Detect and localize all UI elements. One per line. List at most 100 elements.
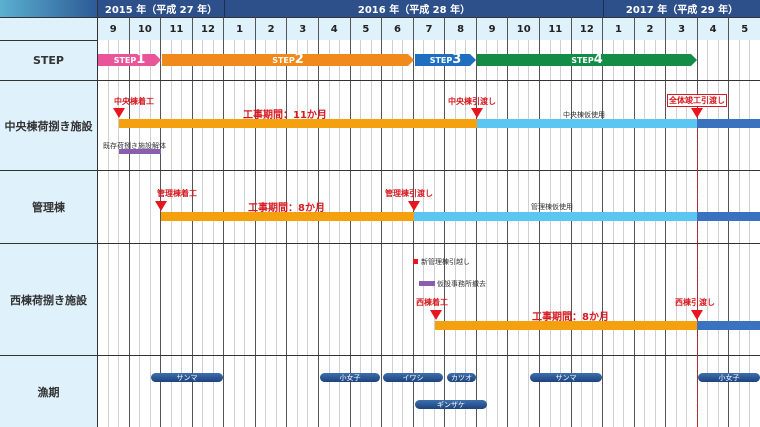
month-header: 4	[318, 17, 350, 40]
minor-gridline	[402, 40, 403, 427]
post-bar	[697, 212, 760, 221]
temp-use-bar	[414, 212, 697, 221]
minor-gridline	[171, 40, 172, 427]
period-label: 工事期間：8か月	[532, 312, 609, 323]
month-header: 11	[160, 17, 192, 40]
month-header: 12	[570, 17, 603, 40]
month-header: 5	[349, 17, 382, 40]
month-header: 6	[381, 17, 413, 40]
row-label-nishi: 西棟荷捌き施設	[0, 243, 97, 355]
minor-gridline	[707, 40, 708, 427]
milestone-triangle-icon	[430, 310, 442, 320]
minor-gridline	[686, 40, 687, 427]
milestone-triangle-icon	[691, 310, 703, 320]
milestone-label: 管理棟引渡し	[385, 189, 433, 198]
fish-season-bar: カツオ	[447, 373, 476, 382]
step1-bar: STEP 1	[98, 54, 161, 66]
row-label-gyoki: 漁期	[0, 355, 97, 427]
month-gridline	[444, 40, 445, 427]
demolish-bar	[119, 149, 161, 154]
step4-bar: STEP 4	[477, 54, 697, 66]
minor-gridline	[297, 40, 298, 427]
minor-gridline	[655, 40, 656, 427]
minor-gridline	[623, 40, 624, 427]
month-gridline	[223, 40, 224, 427]
minor-gridline	[181, 40, 182, 427]
month-gridline	[571, 40, 572, 427]
milestone-triangle-icon	[155, 201, 167, 211]
milestone-label: 中央棟着工	[114, 97, 154, 106]
month-gridline	[539, 40, 540, 427]
minor-gridline	[486, 40, 487, 427]
minor-gridline	[392, 40, 393, 427]
post-bar	[697, 321, 760, 330]
month-header: 7	[412, 17, 445, 40]
month-header: 3	[286, 17, 318, 40]
minor-gridline	[423, 40, 424, 427]
temp-use-label: 中央棟仮使用	[563, 111, 605, 119]
month-gridline	[350, 40, 351, 427]
minor-gridline	[371, 40, 372, 427]
minor-gridline	[455, 40, 456, 427]
row-divider	[97, 355, 760, 356]
month-header: 12	[191, 17, 224, 40]
fish-season-bar: サンマ	[151, 373, 223, 382]
construction-bar	[161, 212, 414, 221]
month-header: 8	[444, 17, 476, 40]
move-label: 新管理棟引越し	[421, 258, 470, 266]
remove-bar	[419, 281, 435, 286]
month-header: 1	[602, 17, 634, 40]
year-2015: 2015 年（平成 27 年）	[97, 0, 224, 17]
month-header: 2	[254, 17, 287, 40]
minor-gridline	[276, 40, 277, 427]
month-header: 4	[696, 17, 729, 40]
minor-gridline	[265, 40, 266, 427]
month-gridline	[413, 40, 414, 427]
minor-gridline	[560, 40, 561, 427]
demolish-label: 既存荷捌き施設解体	[103, 142, 166, 150]
month-header: 5	[728, 17, 760, 40]
minor-gridline	[202, 40, 203, 427]
month-gridline	[665, 40, 666, 427]
minor-gridline	[550, 40, 551, 427]
month-header: 10	[128, 17, 161, 40]
fish-season-bar: ギンザケ	[415, 400, 487, 409]
post-bar	[697, 119, 760, 128]
construction-bar	[435, 321, 697, 330]
temp-use-bar	[477, 119, 697, 128]
milestone-label: 西棟着工	[416, 298, 448, 307]
minor-gridline	[339, 40, 340, 427]
row-divider	[97, 80, 760, 81]
minor-gridline	[139, 40, 140, 427]
temp-use-label: 管理棟仮使用	[531, 203, 573, 211]
minor-gridline	[718, 40, 719, 427]
completion-dashed-line	[697, 90, 698, 427]
month-header: 11	[539, 17, 571, 40]
month-header: 2	[633, 17, 666, 40]
minor-gridline	[465, 40, 466, 427]
minor-gridline	[676, 40, 677, 427]
minor-gridline	[118, 40, 119, 427]
milestone-triangle-icon	[691, 108, 703, 118]
month-header: 10	[507, 17, 539, 40]
month-gridline	[728, 40, 729, 427]
minor-gridline	[213, 40, 214, 427]
month-header: 1	[223, 17, 255, 40]
construction-bar	[119, 119, 477, 128]
minor-gridline	[307, 40, 308, 427]
label-divider	[97, 0, 98, 427]
minor-gridline	[329, 40, 330, 427]
minor-gridline	[613, 40, 614, 427]
move-square-icon	[413, 259, 418, 264]
row-label-kanri: 管理棟	[0, 170, 97, 243]
minor-gridline	[592, 40, 593, 427]
minor-gridline	[528, 40, 529, 427]
month-header: 3	[665, 17, 697, 40]
minor-gridline	[739, 40, 740, 427]
minor-gridline	[234, 40, 235, 427]
row-label-chuo: 中央棟荷捌き施設	[0, 80, 97, 170]
fish-season-bar: イワシ	[383, 373, 443, 382]
month-header: 9	[475, 17, 508, 40]
month-gridline	[129, 40, 130, 427]
month-header: 9	[97, 17, 129, 40]
